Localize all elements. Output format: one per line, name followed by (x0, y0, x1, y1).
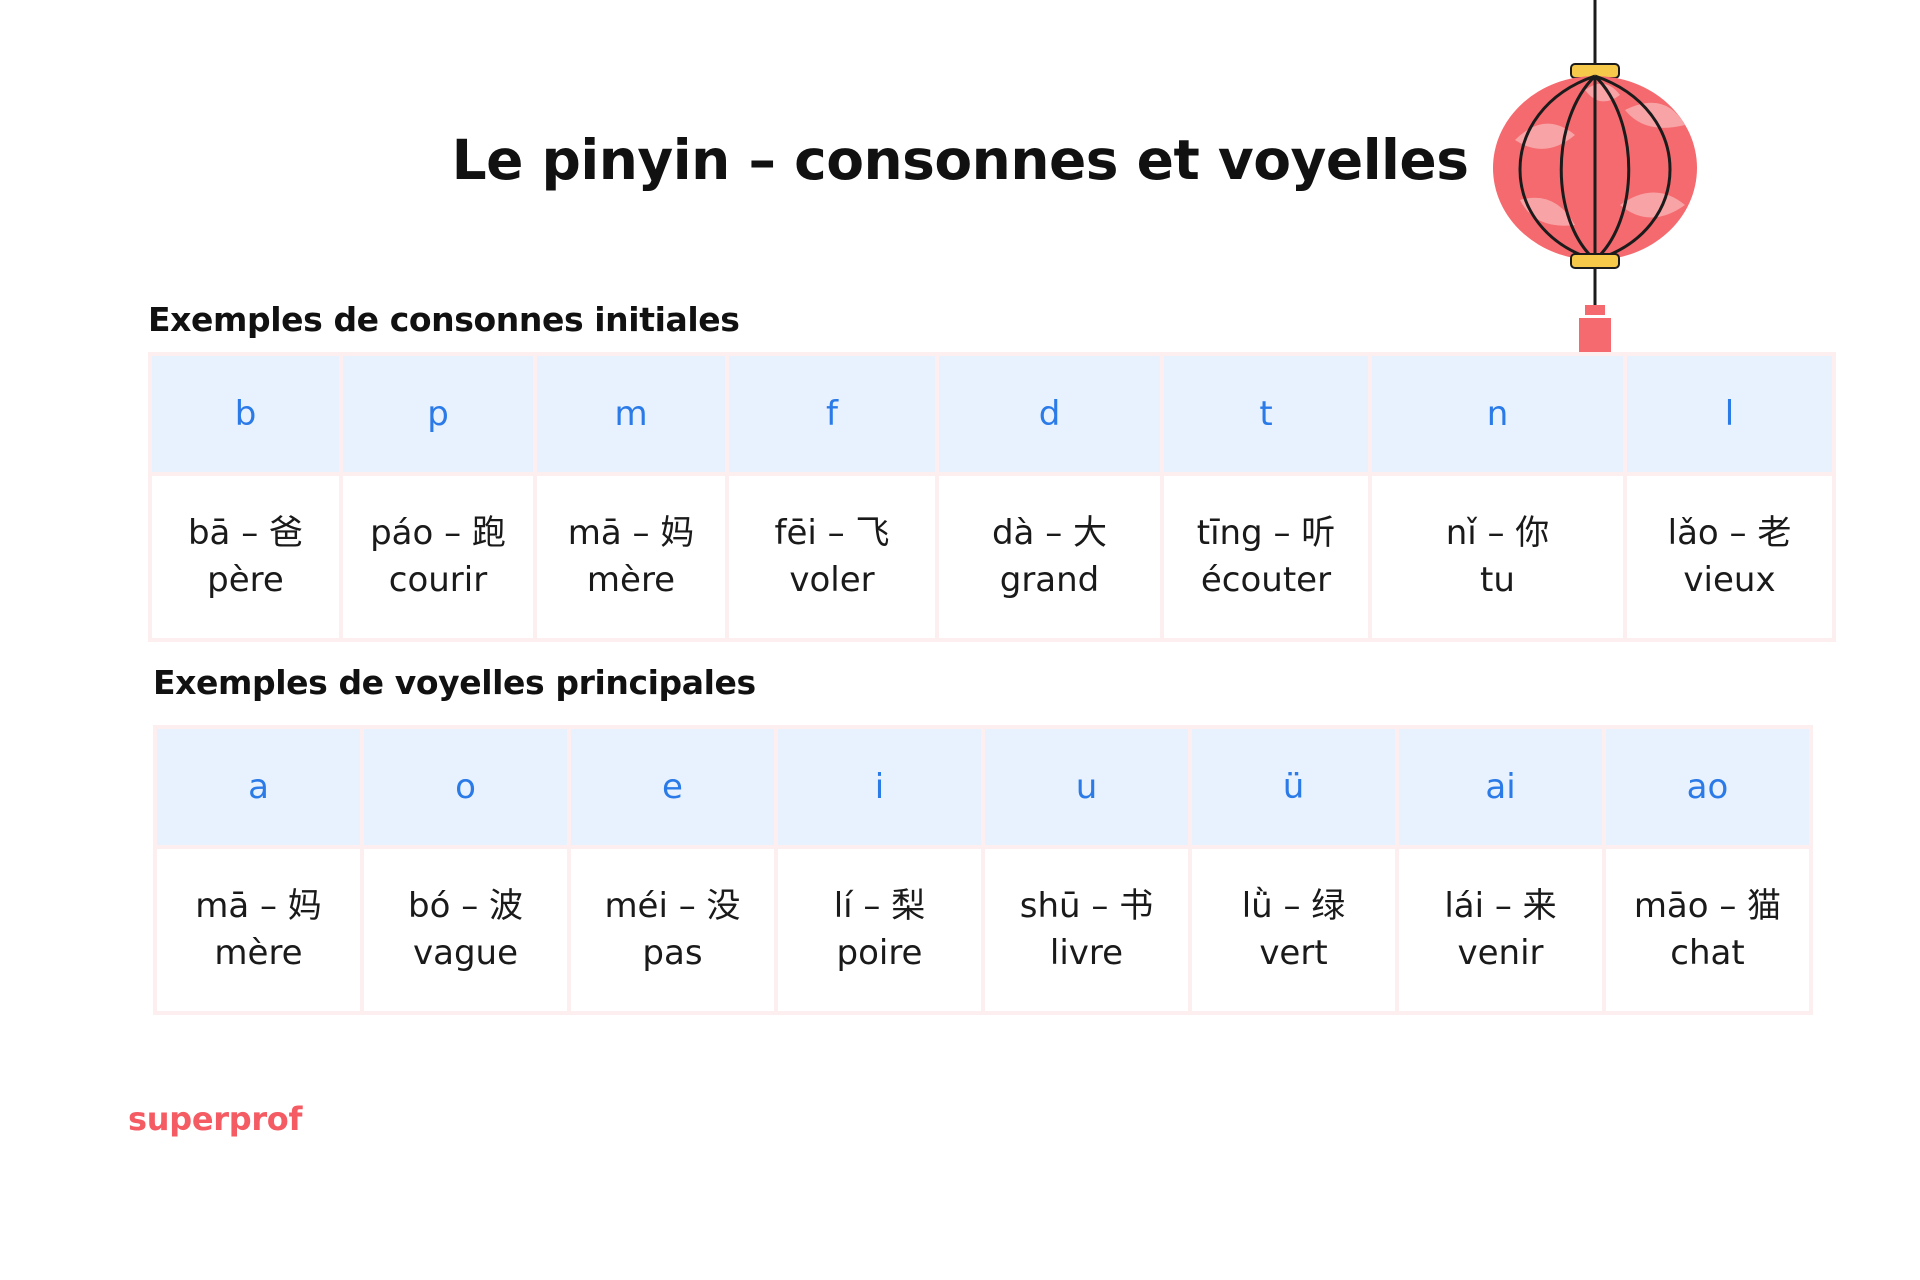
consonant-letter: m (537, 356, 725, 472)
consonants-example-row: bā – 爸 père páo – 跑 courir mā – 妈 mère fēi … (152, 476, 1832, 638)
example-meaning: vague (412, 933, 518, 973)
consonants-header-row: b p m f d t n l (152, 356, 1832, 472)
example-word: méi – 没 (604, 886, 741, 926)
consonant-letter: d (939, 356, 1160, 472)
consonant-example-cell: mā – 妈 mère (537, 476, 725, 638)
consonant-example-cell: bā – 爸 père (152, 476, 339, 638)
example-meaning: mère (214, 933, 303, 973)
lantern-icon (1493, 0, 1697, 422)
example-word: lǎo – 老 (1667, 513, 1792, 553)
vowel-letter: ai (1399, 729, 1602, 845)
example-meaning: poire (836, 933, 923, 973)
vowel-letter: ü (1192, 729, 1395, 845)
consonant-example-cell: dà – 大 grand (939, 476, 1160, 638)
example-meaning: courir (388, 560, 488, 600)
vowel-letter: a (157, 729, 360, 845)
page-title: Le pinyin – consonnes et voyelles (451, 128, 1469, 192)
vowel-example-cell: lái – 来 venir (1399, 849, 1602, 1011)
consonant-letter: p (343, 356, 533, 472)
consonant-example-cell: lǎo – 老 vieux (1627, 476, 1832, 638)
example-meaning: tu (1480, 560, 1515, 600)
vowel-letter: ao (1606, 729, 1809, 845)
vowels-example-row: mā – 妈 mère bó – 波 vague méi – 没 pas lí – 梨… (157, 849, 1809, 1011)
example-word: lái – 来 (1444, 886, 1557, 926)
consonant-example-cell: tīng – 听 écouter (1164, 476, 1368, 638)
example-meaning: mère (586, 560, 676, 600)
example-word: nǐ – 你 (1445, 513, 1550, 553)
example-word: mā – 妈 (195, 886, 322, 926)
consonant-letter: t (1164, 356, 1368, 472)
example-meaning: chat (1670, 933, 1745, 973)
example-word: shū – 书 (1019, 886, 1154, 926)
vowel-example-cell: bó – 波 vague (364, 849, 567, 1011)
brand-logo: superprof (128, 1100, 303, 1138)
vowel-letter: u (985, 729, 1188, 845)
vowel-example-cell: lí – 梨 poire (778, 849, 981, 1011)
consonants-heading: Exemples de consonnes initiales (148, 300, 740, 339)
example-meaning: pas (642, 933, 703, 973)
example-meaning: vert (1259, 933, 1328, 973)
example-meaning: vieux (1683, 560, 1776, 600)
vowels-heading: Exemples de voyelles principales (153, 663, 756, 702)
example-word: māo – 猫 (1633, 886, 1782, 926)
consonant-example-cell: fēi – 飞 voler (729, 476, 935, 638)
consonant-example-cell: páo – 跑 courir (343, 476, 533, 638)
consonant-example-cell: nǐ – 你 tu (1372, 476, 1623, 638)
vowel-example-cell: māo – 猫 chat (1606, 849, 1809, 1011)
vowel-letter: e (571, 729, 774, 845)
example-meaning: venir (1457, 933, 1544, 973)
consonant-letter: b (152, 356, 339, 472)
consonants-table: b p m f d t n l bā – 爸 père páo – 跑 courir… (148, 352, 1836, 642)
vowel-example-cell: lǜ – 绿 vert (1192, 849, 1395, 1011)
consonant-letter: n (1372, 356, 1623, 472)
example-word: lǜ – 绿 (1241, 886, 1346, 926)
example-meaning: livre (1049, 933, 1124, 973)
vowel-example-cell: mā – 妈 mère (157, 849, 360, 1011)
example-meaning: écouter (1200, 560, 1332, 600)
example-meaning: voler (789, 560, 875, 600)
example-word: bā – 爸 (187, 513, 304, 553)
example-word: tīng – 听 (1196, 513, 1336, 553)
vowel-letter: o (364, 729, 567, 845)
vowels-table: a o e i u ü ai ao mā – 妈 mère bó – 波 vague… (153, 725, 1813, 1015)
example-word: bó – 波 (408, 886, 523, 926)
consonant-letter: f (729, 356, 935, 472)
example-word: mā – 妈 (567, 513, 695, 553)
example-word: páo – 跑 (370, 513, 506, 553)
consonant-letter: l (1627, 356, 1832, 472)
example-word: dà – 大 (991, 513, 1108, 553)
vowels-header-row: a o e i u ü ai ao (157, 729, 1809, 845)
vowel-letter: i (778, 729, 981, 845)
example-meaning: grand (999, 560, 1100, 600)
example-meaning: père (207, 560, 284, 600)
vowel-example-cell: méi – 没 pas (571, 849, 774, 1011)
example-word: lí – 梨 (833, 886, 926, 926)
example-word: fēi – 飞 (774, 513, 890, 553)
vowel-example-cell: shū – 书 livre (985, 849, 1188, 1011)
